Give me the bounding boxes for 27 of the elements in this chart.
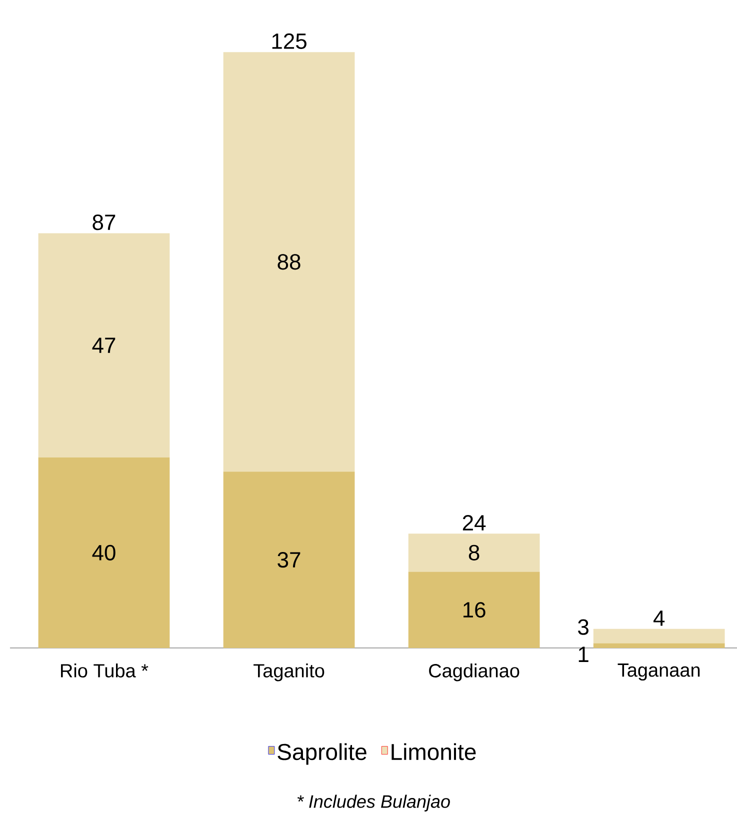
data-label: 1 (578, 646, 588, 662)
bar (38, 457, 170, 648)
bar (408, 534, 540, 572)
data-label: 16 (464, 602, 486, 618)
text: * Includes Bulanjao (297, 794, 450, 812)
data-label: 40 (92, 544, 116, 560)
bar (223, 472, 355, 648)
data-label: 37 (278, 552, 300, 568)
x-tick-label: Taganaan (618, 664, 700, 681)
x-tick-label: Cagdianao (429, 664, 520, 682)
legend-label: Saprolite (278, 743, 366, 765)
bar (408, 572, 540, 648)
data-label: 3 (578, 619, 588, 635)
total-label: 87 (92, 214, 116, 230)
legend-label: Limonite (392, 743, 476, 760)
data-label: 8 (468, 544, 480, 560)
total-label: 4 (653, 610, 665, 626)
data-label: 47 (92, 338, 116, 353)
bar (223, 52, 355, 472)
total-label: 125 (272, 33, 306, 49)
data-label: 88 (278, 254, 300, 270)
bar (593, 628, 725, 644)
x-tick-label: Rio Tuba * (61, 664, 148, 678)
total-label: 24 (462, 515, 486, 530)
bar (593, 643, 725, 648)
x-tick-label: Taganito (254, 664, 324, 682)
bar (38, 233, 170, 458)
